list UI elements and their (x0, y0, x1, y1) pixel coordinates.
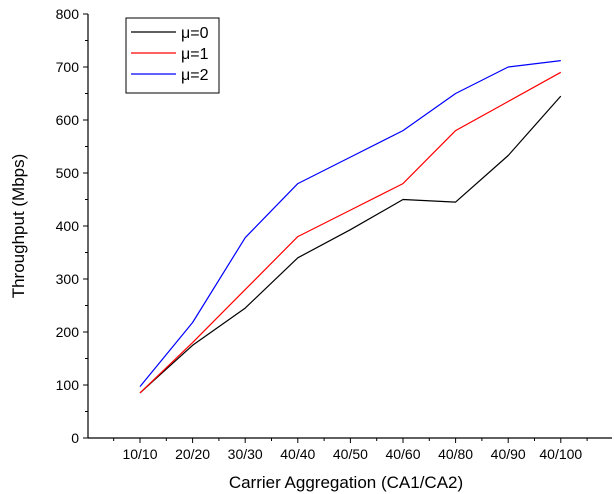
y-tick-label: 700 (56, 59, 80, 75)
series-line-2 (139, 60, 561, 387)
legend: μ=0 μ=1 μ=2 (125, 17, 220, 94)
x-tick-label: 40/40 (280, 446, 315, 462)
y-tick-label: 600 (56, 112, 80, 128)
y-tick-label: 0 (71, 430, 79, 446)
series-line-0 (139, 95, 562, 394)
y-tick-label: 400 (56, 218, 80, 234)
x-tick-label: 10/10 (122, 446, 157, 462)
x-tick-label: 40/90 (491, 446, 526, 462)
y-ticks: 0 100 200 300 400 500 600 700 800 (56, 6, 88, 446)
x-tick-label: 40/60 (385, 446, 420, 462)
x-tick-label: 30/30 (228, 446, 263, 462)
x-ticks: 10/10 20/20 30/30 40/40 40/50 40/60 40/80 40/90… (113, 438, 588, 462)
legend-label-0: μ=0 (181, 25, 209, 42)
legend-box (125, 17, 220, 94)
legend-label-2: μ=2 (181, 67, 209, 84)
x-tick-label: 40/100 (539, 446, 582, 462)
y-axis-title: Throughput (Mbps) (9, 154, 28, 299)
y-tick-label: 300 (56, 271, 80, 287)
y-tick-label: 200 (56, 324, 80, 340)
x-tick-label: 20/20 (175, 446, 210, 462)
y-tick-label: 800 (56, 6, 80, 22)
y-tick-label: 500 (56, 165, 80, 181)
x-tick-label: 40/50 (333, 446, 368, 462)
x-tick-label: 40/80 (438, 446, 473, 462)
series-line-1 (139, 71, 562, 394)
x-axis-title: Carrier Aggregation (CA1/CA2) (229, 473, 463, 492)
legend-label-1: μ=1 (181, 46, 209, 63)
y-tick-label: 100 (56, 377, 80, 393)
series-lines (139, 60, 562, 394)
